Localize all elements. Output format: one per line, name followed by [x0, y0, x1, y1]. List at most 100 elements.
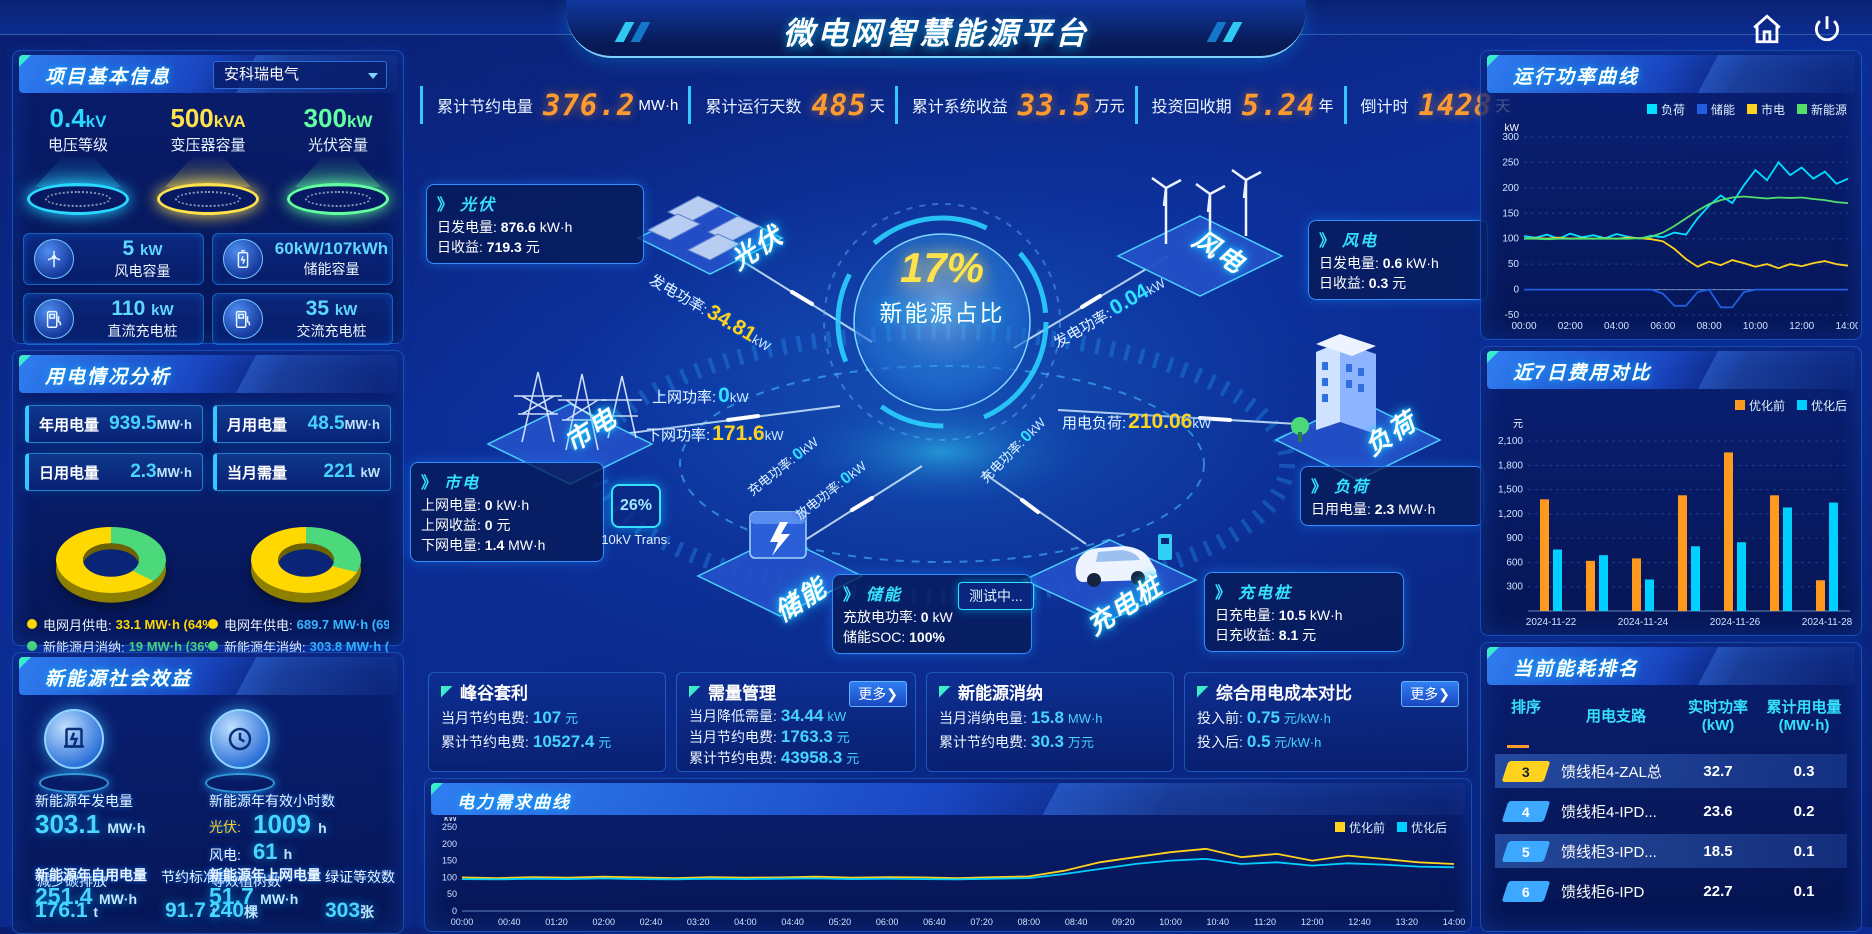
renewable-share-value: 17%: [899, 244, 985, 291]
bar-优化后: [1737, 542, 1746, 611]
flow-grid-up: 上网功率:0kW: [652, 384, 749, 407]
table-row[interactable]: 5 馈线柜3-IPD... 18.5 0.1: [1495, 834, 1847, 868]
y-axis-unit: kW: [1505, 123, 1520, 134]
legend-item: 优化前: [1734, 397, 1785, 414]
bar-优化前: [1540, 499, 1549, 611]
panel-title: 项目基本信息: [45, 67, 172, 88]
legend-value: 19 MW·h (36%): [128, 638, 208, 654]
x-tick-label: 04:00: [1604, 321, 1629, 332]
coal-value: 91.7 t: [165, 899, 217, 922]
transformer-badge: 26% 10kV Trans.: [596, 484, 676, 547]
stat-day-usage: 日用电量 2.3MW·h: [25, 453, 203, 491]
kpi-value: 485: [811, 88, 867, 122]
bar-优化前: [1816, 580, 1825, 611]
card-value: 60kW/107kWh: [274, 239, 389, 258]
x-tick-label: 05:20: [829, 917, 852, 927]
donut-month: [51, 505, 171, 593]
legend-item: 新能源: [1796, 101, 1847, 118]
panel-run-power: 运行功率曲线 负荷 储能 市电 新能源 300 250 200 150 100 50 0 -5…: [1480, 50, 1862, 340]
x-tick-label: 04:40: [781, 917, 804, 927]
stat-label: 年用电量: [39, 416, 100, 434]
chevron-right-icon: 》: [843, 587, 862, 604]
y-tick-label: 200: [1502, 183, 1519, 194]
panel-title: 近7日费用对比: [1513, 363, 1652, 384]
to-grid-label: 新能源年上网电量: [209, 867, 321, 883]
more-button[interactable]: 更多❯: [1401, 681, 1459, 707]
card-label: 风电容量: [114, 263, 171, 279]
panel-header: 用电情况分析: [19, 355, 397, 393]
annual-generation-label: 新能源年发电量: [35, 793, 133, 809]
card-corner-icon: [689, 685, 701, 698]
card-renewable-consumption: 新能源消纳 当月消纳电量: 15.8 MW·h 累计节约电费: 30.3 万元: [926, 672, 1174, 772]
run-power-chart: 300 250 200 150 100 50 0 -50 kW 00:00 02:00 04:00 06…: [1502, 123, 1861, 332]
table-row[interactable]: 3 馈线柜4-ZAL总 32.7 0.3: [1495, 754, 1847, 788]
power-icon[interactable]: [1810, 12, 1844, 46]
x-tick-label: 00:00: [451, 917, 474, 927]
x-tick-label: 00:00: [1511, 321, 1536, 332]
company-select-value: 安科瑞电气: [224, 66, 300, 83]
card-wind-capacity: 5 kW 风电容量: [23, 233, 204, 285]
donut-year: [246, 505, 366, 593]
spot-cone: [295, 157, 381, 187]
series-line-新能源: [1524, 195, 1849, 241]
pv-node: [636, 195, 784, 275]
branch-power: 18.5: [1703, 842, 1733, 860]
x-tick-label: 09:20: [1112, 917, 1135, 927]
more-button[interactable]: 更多❯: [849, 681, 907, 707]
card-corner-icon: [441, 685, 453, 698]
branch-name: 馈线柜3-IPD...: [1561, 843, 1657, 861]
panel-title: 电力需求曲线: [457, 793, 571, 812]
card-value: 5: [122, 237, 135, 260]
card-title: 需量管理: [708, 684, 776, 703]
self-use-label: 新能源年自用电量: [35, 867, 147, 883]
kpi-energy-saved: 累计节约电量 376.2 MW·h: [420, 86, 688, 124]
panel-corner-icon: [1487, 55, 1501, 69]
series-line-储能: [1524, 288, 1848, 309]
spotlight-voltage: 0.4kV 电压等级: [19, 103, 137, 223]
legend-value: 33.1 MW·h (64%): [115, 616, 208, 632]
bar-优化后: [1783, 507, 1792, 611]
stat-year-usage: 年用电量 939.5MW·h: [25, 405, 203, 443]
stat-unit: MW·h: [156, 465, 192, 480]
legend-dot-icon: [27, 619, 37, 629]
rank-badge: 4: [1501, 800, 1551, 822]
legend-dot-icon: [208, 619, 218, 629]
panel-corner-icon: [431, 783, 445, 797]
bar-优化前: [1770, 495, 1779, 611]
y-tick-label: 900: [1506, 533, 1523, 544]
coal-label: 节约标准煤: [161, 869, 231, 885]
legend-swatch-icon: [1334, 822, 1345, 832]
co2-value: 176.1 t: [35, 899, 99, 922]
table-row[interactable]: 4 馈线柜4-IPD... 23.6 0.2: [1495, 794, 1847, 828]
kpi-unit: 万元: [1094, 97, 1125, 115]
branch-name: 馈线柜4-ZAL总: [1561, 763, 1662, 781]
spot-base: [287, 183, 389, 215]
legend-item: 新能源月消纳:19 MW·h (36%): [27, 635, 208, 657]
y-tick-label: 150: [1502, 208, 1519, 219]
x-tick-label: 12:00: [1789, 321, 1814, 332]
spot-cone: [165, 157, 251, 187]
legend-item: 电网年供电:689.7 MW·h (69%): [208, 613, 389, 635]
annual-generation-value: 303.1 MW·h: [35, 809, 146, 839]
panel-header: 新能源社会效益: [19, 657, 397, 695]
col-energy: 累计用电量 (MW·h): [1766, 699, 1842, 734]
testing-badge: 测试中...: [958, 582, 1034, 610]
dc-charger-icon: [34, 299, 74, 339]
spot-label: 变压器容量: [170, 137, 246, 154]
company-select[interactable]: 安科瑞电气: [213, 61, 387, 89]
spot-value: 300: [303, 103, 347, 133]
x-tick-label: 06:00: [1650, 321, 1675, 332]
y-axis-unit: 元: [1513, 419, 1523, 430]
wind-hours-value: 61 h: [253, 839, 293, 864]
kpi-label: 投资回收期: [1151, 99, 1232, 116]
home-icon[interactable]: [1750, 12, 1784, 46]
table-row[interactable]: 6 馈线柜6-IPD 22.7 0.1: [1495, 874, 1847, 908]
chevron-right-icon: 》: [437, 197, 456, 214]
legend-dot-icon: [27, 641, 37, 651]
legend-item: 新能源年消纳:303.8 MW·h (31%): [208, 635, 389, 657]
spot-value: 0.4: [49, 103, 86, 133]
co2-label: 减少碳排放: [37, 873, 107, 889]
x-tick-label: 12:40: [1348, 917, 1371, 927]
ac-charger-icon: [223, 299, 263, 339]
to-grid-value: 51.7 MW·h: [209, 883, 299, 909]
